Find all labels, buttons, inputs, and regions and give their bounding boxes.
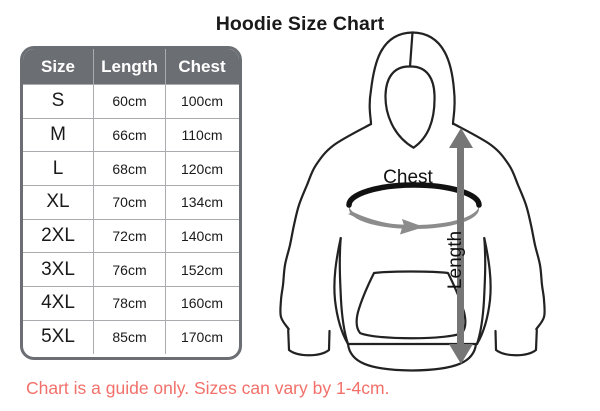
svg-text:Length: Length <box>445 231 466 289</box>
svg-text:Chest: Chest <box>383 167 433 188</box>
